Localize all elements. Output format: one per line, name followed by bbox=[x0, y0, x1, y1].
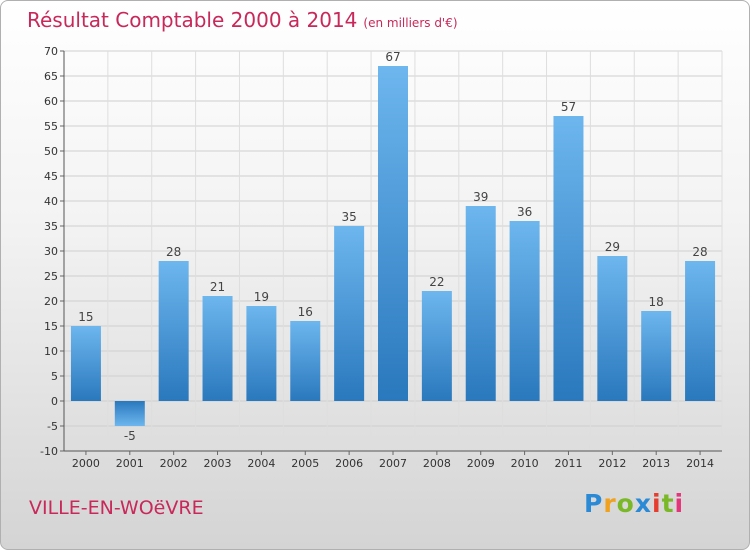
y-tick-label: 0 bbox=[51, 395, 58, 408]
bar-2002 bbox=[158, 261, 189, 401]
bar-2003 bbox=[202, 296, 233, 401]
x-tick-label: 2002 bbox=[160, 457, 188, 470]
y-tick-label: 25 bbox=[44, 270, 58, 283]
x-tick-label: 2004 bbox=[247, 457, 275, 470]
bar-2009 bbox=[465, 206, 496, 401]
y-tick-label: 60 bbox=[44, 95, 58, 108]
bar-2008 bbox=[421, 291, 452, 401]
bar-2004 bbox=[246, 306, 277, 401]
y-tick-label: -10 bbox=[40, 445, 58, 458]
bar-2010 bbox=[509, 221, 540, 401]
data-label-2006: 35 bbox=[341, 210, 356, 224]
x-tick-label: 2012 bbox=[598, 457, 626, 470]
data-label-2011: 57 bbox=[561, 100, 576, 114]
x-tick-label: 2014 bbox=[686, 457, 714, 470]
proxiti-logo: Proxiti bbox=[584, 489, 685, 518]
x-tick-label: 2000 bbox=[72, 457, 100, 470]
bar-2013 bbox=[641, 311, 672, 401]
data-label-2002: 28 bbox=[166, 245, 181, 259]
y-tick-label: -5 bbox=[47, 420, 58, 433]
bar-2006 bbox=[334, 226, 365, 401]
x-tick-label: 2006 bbox=[335, 457, 363, 470]
y-tick-label: 65 bbox=[44, 70, 58, 83]
y-tick-label: 15 bbox=[44, 320, 58, 333]
y-tick-label: 30 bbox=[44, 245, 58, 258]
data-label-2001: -5 bbox=[124, 429, 136, 443]
x-tick-label: 2007 bbox=[379, 457, 407, 470]
data-label-2004: 19 bbox=[254, 290, 269, 304]
axes: -10 -5 0 5 10 15 20 25 30 35 40 45 50 55 60 65 70 2000 200… bbox=[40, 45, 722, 470]
data-label-2014: 28 bbox=[692, 245, 707, 259]
bar-2011 bbox=[553, 116, 584, 401]
y-tick-label: 55 bbox=[44, 120, 58, 133]
bar-2012 bbox=[597, 256, 628, 401]
data-label-2009: 39 bbox=[473, 190, 488, 204]
data-label-2000: 15 bbox=[78, 310, 93, 324]
y-tick-label: 20 bbox=[44, 295, 58, 308]
x-tick-label: 2005 bbox=[291, 457, 319, 470]
bar-2014 bbox=[685, 261, 716, 401]
data-label-2007: 67 bbox=[385, 50, 400, 64]
x-tick-label: 2008 bbox=[423, 457, 451, 470]
bar-2005 bbox=[290, 321, 321, 401]
place-name: VILLE-EN-WOëVRE bbox=[29, 497, 204, 519]
chart-title-text: Résultat Comptable 2000 à 2014 bbox=[27, 8, 358, 32]
data-label-2012: 29 bbox=[605, 240, 620, 254]
x-tick-label: 2010 bbox=[511, 457, 539, 470]
data-label-2008: 22 bbox=[429, 275, 444, 289]
data-labels: 15 -5 28 21 19 16 35 67 22 39 36 57 29 18 28 bbox=[78, 50, 707, 443]
y-tick-label: 35 bbox=[44, 220, 58, 233]
y-tick-label: 45 bbox=[44, 170, 58, 183]
x-tick-label: 2013 bbox=[642, 457, 670, 470]
bar-2000 bbox=[70, 326, 101, 401]
bar-2007 bbox=[378, 66, 408, 401]
x-tick-label: 2001 bbox=[116, 457, 144, 470]
y-tick-label: 70 bbox=[44, 45, 58, 58]
chart-title: Résultat Comptable 2000 à 2014 (en millie… bbox=[27, 8, 458, 32]
x-tick-label: 2009 bbox=[467, 457, 495, 470]
x-tick-label: 2003 bbox=[204, 457, 232, 470]
bar-2001 bbox=[114, 401, 145, 426]
y-tick-label: 50 bbox=[44, 145, 58, 158]
chart-subtitle: (en milliers d'€) bbox=[363, 16, 458, 30]
bars bbox=[70, 66, 716, 426]
y-tick-label: 40 bbox=[44, 195, 58, 208]
data-label-2005: 16 bbox=[298, 305, 313, 319]
x-tick-label: 2011 bbox=[554, 457, 582, 470]
data-label-2013: 18 bbox=[649, 295, 664, 309]
y-tick-label: 5 bbox=[51, 370, 58, 383]
data-label-2010: 36 bbox=[517, 205, 532, 219]
data-label-2003: 21 bbox=[210, 280, 225, 294]
y-tick-label: 10 bbox=[44, 345, 58, 358]
